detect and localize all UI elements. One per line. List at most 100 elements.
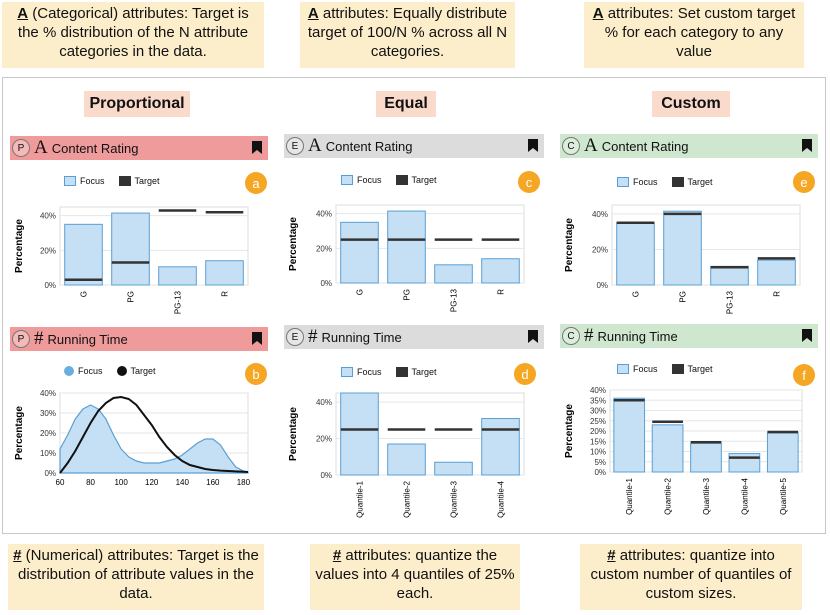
x-tick-label: R [221,291,230,297]
chart-running-time-proportional: 0% 10% 20% 30% 40% Percentage 60 80 100 120 140 160… [14,389,251,487]
focus-bar [111,212,150,286]
focus-swatch [64,176,76,186]
focus-swatch [341,367,353,377]
numerical-type-icon: # [34,328,44,349]
mode-indicator: C [562,137,580,155]
legend-target-label: Target [687,177,713,187]
categorical-type-icon: A [308,135,322,156]
x-tick-label: G [80,291,89,297]
focus-swatch [617,364,629,374]
x-tick-label: PG [127,291,136,303]
legend: Focus Target [64,176,160,186]
legend-target-label: Target [411,175,437,185]
panel-header-content-rating-proportional[interactable]: P A Content Rating [10,136,268,160]
y-tick-label: 30% [40,409,56,418]
panel-badge: b [245,363,267,385]
legend: Focus Target [617,177,713,187]
x-tick-label: G [632,291,641,297]
x-tick-label: Quantile-4 [740,477,749,514]
focus-bar [481,258,520,284]
x-tick-label: 180 [237,478,251,487]
x-tick-label: 100 [114,478,128,487]
mode-indicator: C [562,327,580,345]
y-tick-label: 20% [592,245,608,254]
focus-swatch [617,177,629,187]
bookmark-icon[interactable] [252,141,262,154]
panel-header-content-rating-equal[interactable]: E A Content Rating [284,134,544,158]
x-tick-label: R [497,289,506,295]
y-tick-label: 40% [40,212,56,221]
note-proportional-categorical: A (Categorical) attributes: Target is th… [2,2,264,68]
legend-target-label: Target [687,364,713,374]
mode-indicator: E [286,328,304,346]
focus-bar [766,432,799,473]
x-tick-label: PG-13 [450,288,459,312]
chart-content-rating-custom: 0% 20% 40% Percentage G PG PG-13 R [564,204,801,314]
y-tick-label: 20% [316,244,332,253]
attribute-title: Running Time [47,331,128,347]
panel-header-running-time-equal[interactable]: E # Running Time [284,325,544,349]
y-tick-label: 25% [590,417,606,426]
target-swatch [118,176,131,186]
focus-bar [690,442,722,473]
bookmark-icon[interactable] [802,139,812,152]
x-tick-label: Quantile-2 [664,477,673,514]
legend-focus-label: Focus [80,176,105,186]
y-axis-title: Percentage [14,219,25,273]
panel-header-content-rating-custom[interactable]: C A Content Rating [560,134,818,158]
bookmark-icon[interactable] [528,139,538,152]
y-tick-label: 20% [590,427,606,436]
x-tick-label: Quantile-3 [702,477,711,514]
bookmark-icon[interactable] [252,332,262,345]
y-tick-label: 0% [44,469,56,478]
target-swatch [395,175,408,185]
legend: Focus Target [341,175,437,185]
y-tick-label: 35% [590,396,606,405]
attribute-title: Content Rating [601,138,689,154]
focus-swatch [64,366,74,376]
y-tick-label: 10% [40,449,56,458]
focus-bar [205,260,244,286]
note-custom-categorical: A attributes: Set custom target % for ea… [584,2,804,68]
x-tick-label: PG [403,289,412,301]
legend-target-label: Target [411,367,437,377]
y-tick-label: 0% [320,471,332,480]
main-frame [2,77,826,534]
x-tick-label: PG-13 [726,290,735,314]
column-header-proportional: Proportional [84,91,190,117]
panel-badge: f [793,364,815,386]
focus-bar [613,397,646,473]
y-tick-label: 40% [590,386,606,395]
panel-header-running-time-custom[interactable]: C # Running Time [560,324,818,348]
x-tick-label: 80 [86,478,95,487]
bookmark-icon[interactable] [802,329,812,342]
focus-bar [340,221,379,284]
note-equal-categorical: A attributes: Equally distribute target … [300,2,515,68]
y-tick-label: 0% [594,468,606,477]
y-axis-title: Percentage [288,217,299,271]
mode-indicator: P [12,139,30,157]
chart-running-time-equal: 0% 20% 40% Percentage Quantile-1 Quantile-2 Qu… [288,392,525,518]
y-tick-label: 20% [40,429,56,438]
categorical-type-icon: A [34,137,48,158]
panel-header-running-time-proportional[interactable]: P # Running Time [10,327,268,351]
numerical-type-icon: # [584,325,594,346]
note-equal-numerical: # attributes: quantize the values into 4… [310,544,520,610]
focus-bar [757,259,796,286]
legend-target-label: Target [130,366,156,376]
y-tick-label: 5% [594,458,606,467]
panel-badge: d [514,363,536,385]
legend: Focus Target [617,364,713,374]
column-header-equal: Equal [376,91,436,117]
legend-target-label: Target [134,176,160,186]
bookmark-icon[interactable] [528,330,538,343]
y-axis-title: Percentage [564,218,575,272]
y-axis-title: Percentage [288,407,299,461]
attribute-title: Running Time [321,329,402,345]
chart-running-time-custom: 0%5%10% 15%20%25%30% 35%40% Percentage Quant… [564,386,803,515]
x-tick-label: 120 [145,478,159,487]
chart-content-rating-equal: 0% 20% 40% Percentage G PG PG-13 R [288,204,525,312]
x-tick-label: PG-13 [174,290,183,314]
y-tick-label: 40% [592,210,608,219]
target-swatch [116,366,127,376]
